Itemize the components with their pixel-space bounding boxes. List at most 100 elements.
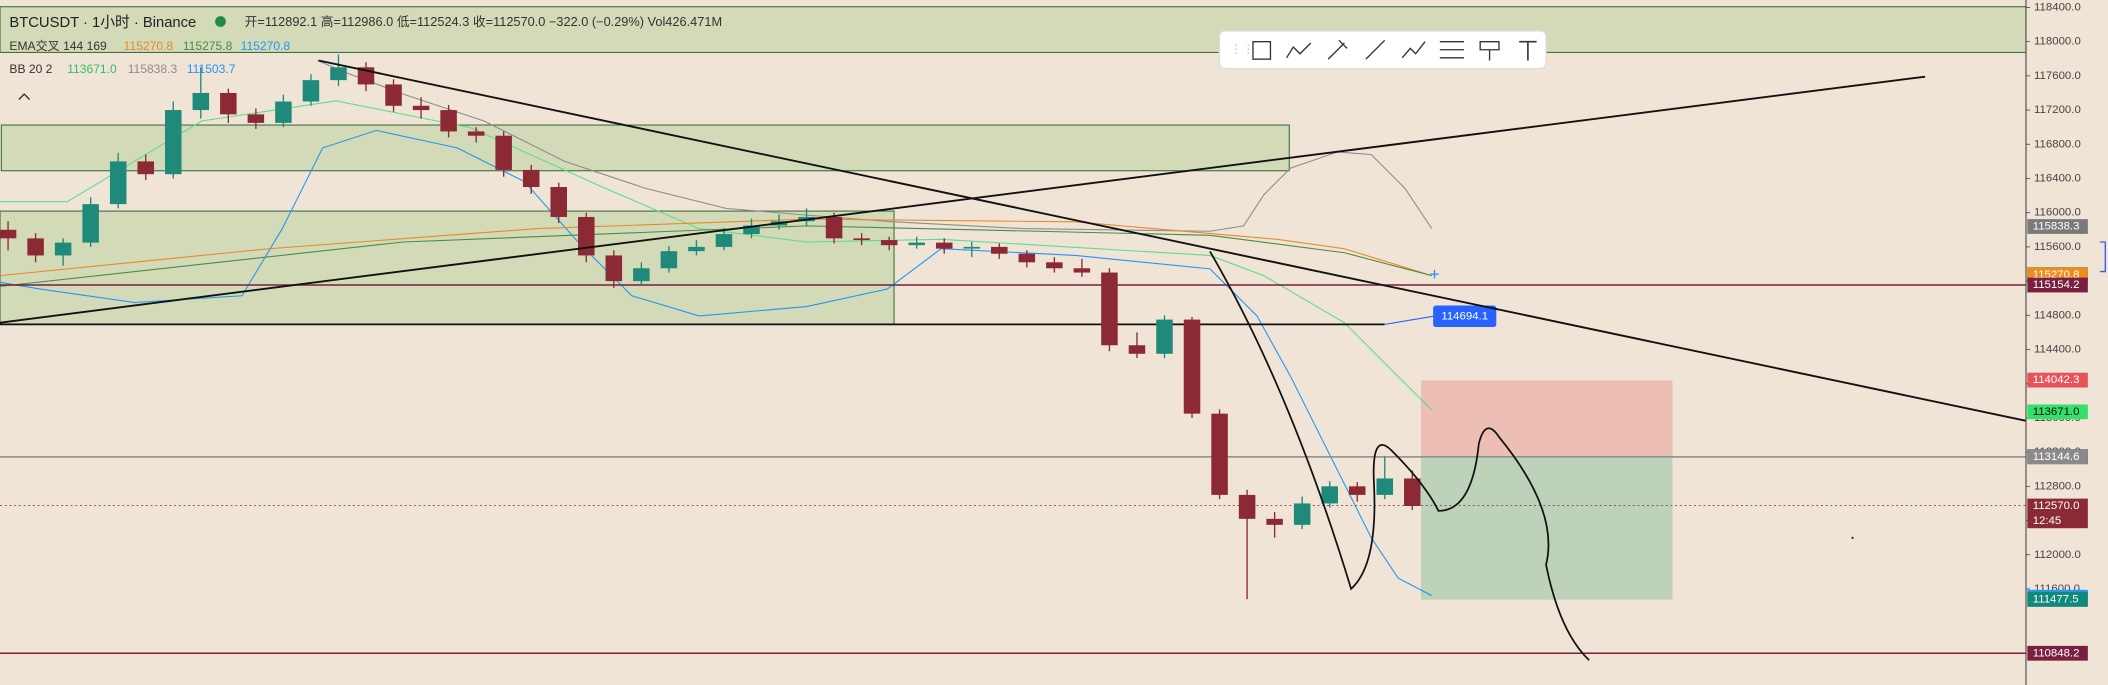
candle-body — [825, 216, 843, 239]
candle-body — [935, 242, 953, 249]
y-tick-label: 116000.0 — [2034, 207, 2081, 219]
bb-value: 113671.0 — [67, 62, 117, 76]
candle-body — [578, 216, 595, 256]
candle-body — [440, 110, 457, 132]
text-tool[interactable] — [1519, 40, 1537, 61]
symbol: BTCUSDT · 1小时 · Binance — [9, 14, 196, 31]
zone — [0, 6, 2027, 53]
y-tick-label: 117600.0 — [2034, 70, 2081, 82]
price-tag — [2027, 592, 2088, 607]
brush-tool[interactable] — [1327, 39, 1348, 60]
candle-body — [880, 240, 898, 246]
bb-lower — [0, 129, 1433, 597]
y-tick-label: 114800.0 — [2034, 309, 2081, 321]
price-tag-label: 110848.2 — [2033, 647, 2080, 659]
candle-body — [385, 84, 402, 106]
path-tool[interactable] — [1286, 42, 1312, 59]
annotation-box — [1433, 305, 1497, 328]
ema-value: 115270.8 — [124, 39, 174, 53]
y-tick-label: 112000.0 — [2034, 549, 2081, 561]
candle-body — [522, 169, 540, 188]
scroll-handle[interactable] — [2099, 241, 2106, 273]
ema-name: EMA交叉 144 169 — [9, 38, 107, 53]
annotation-label: 114694.1 — [1441, 310, 1488, 322]
candle-body — [1211, 413, 1228, 495]
fib-tool[interactable] — [1439, 41, 1465, 59]
price-tag — [2027, 645, 2088, 661]
price-tag — [2027, 372, 2088, 388]
y-tick-label: 117200.0 — [2034, 104, 2081, 116]
dot — [1851, 536, 1854, 539]
crosshair-plus: + — [1429, 264, 1439, 284]
countdown: 12:45 — [2033, 515, 2062, 527]
candle-body — [1156, 319, 1173, 354]
ema-line — [0, 225, 1432, 287]
ohlc: 开=112892.1 高=112986.0 低=112524.3 收=11257… — [245, 14, 722, 29]
ema-value: 115270.8 — [241, 39, 291, 53]
candle-body — [220, 92, 237, 115]
pattern-tool[interactable] — [1401, 41, 1426, 59]
y-tick-label: 118000.0 — [2034, 36, 2081, 48]
price-axis-labels: 111600.0112000.0112400.0112800.0113200.0… — [2025, 1, 2088, 661]
candle-body — [82, 204, 99, 243]
candle-body — [1073, 268, 1091, 273]
y-tick-label: 115600.0 — [2034, 241, 2081, 253]
candle-body — [302, 80, 320, 102]
candle-body — [1404, 478, 1421, 507]
candle-body — [137, 161, 154, 175]
candles: 114694.1 — [0, 54, 2026, 654]
candle-body — [1266, 518, 1283, 525]
candle-body — [192, 92, 210, 111]
drawing-toolbar: ⋮⋮ — [1218, 30, 1547, 70]
candle-body — [1238, 494, 1256, 519]
ema-value: 115275.8 — [183, 39, 233, 53]
candle-body — [247, 114, 265, 123]
price-tag-label: 115154.2 — [2033, 279, 2080, 291]
candle-body — [165, 110, 182, 175]
candle-body — [1293, 503, 1311, 525]
candle-body — [54, 242, 72, 256]
candle-body — [991, 246, 1008, 254]
stop-zone — [1421, 380, 1673, 456]
annotation-pointer — [1384, 315, 1434, 325]
collapse-button[interactable] — [18, 93, 31, 100]
candle-body — [330, 67, 347, 81]
candle-body — [1101, 272, 1118, 346]
price-tag-label: 112570.0 — [2033, 500, 2080, 512]
candle-body — [1183, 319, 1201, 414]
y-tick-label: 112800.0 — [2034, 480, 2081, 492]
price-tag — [2027, 277, 2088, 293]
status-dot — [215, 16, 226, 27]
freehand-drawing — [1209, 250, 1590, 661]
toolbar-bg — [1218, 30, 1547, 70]
price-tag — [2027, 219, 2088, 234]
bb-upper — [317, 60, 1433, 232]
y-tick-label: 118400.0 — [2034, 1, 2081, 13]
trend-line — [318, 59, 2027, 422]
candle-body — [550, 187, 568, 217]
price-tag-label: 111477.5 — [2033, 593, 2079, 605]
candle-body — [688, 246, 705, 252]
line-tool[interactable] — [1365, 39, 1386, 60]
ema-line — [0, 218, 1432, 277]
candle-body — [1348, 486, 1366, 495]
bb-value: 115838.3 — [128, 62, 178, 76]
candle-body — [633, 268, 650, 282]
candle-body — [743, 225, 760, 235]
price-tag-label: 113144.6 — [2033, 451, 2080, 463]
candle-body — [605, 255, 623, 282]
bb-name: BB 20 2 — [9, 62, 52, 76]
rect-tool[interactable] — [1252, 41, 1272, 60]
bb-value: 111503.7 — [187, 62, 236, 76]
drag-handle[interactable]: ⋮⋮ — [1230, 42, 1254, 56]
y-tick-label: 116400.0 — [2034, 172, 2081, 184]
candle-body — [853, 238, 870, 241]
marker-tool[interactable] — [1479, 41, 1500, 61]
price-axis — [2025, 0, 2108, 685]
candle-body — [1321, 486, 1338, 504]
price-tag — [2027, 449, 2088, 465]
zone — [0, 124, 1290, 172]
candle-body — [109, 161, 127, 205]
trend-line — [0, 75, 1926, 324]
